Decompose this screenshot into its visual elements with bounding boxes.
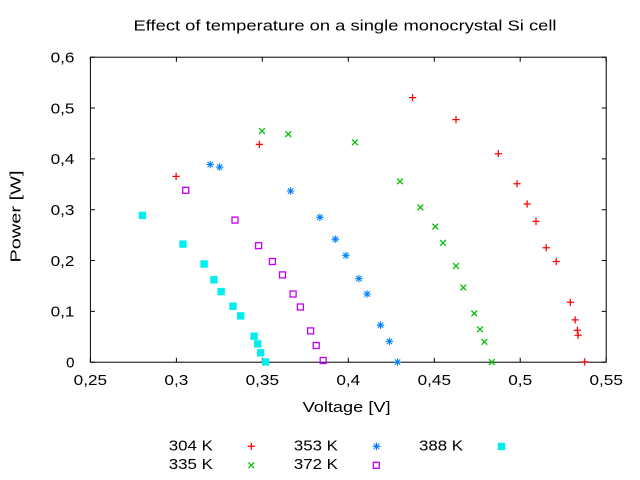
svg-text:0,5: 0,5 — [508, 372, 532, 389]
svg-text:0,45: 0,45 — [418, 372, 451, 389]
svg-text:0,3: 0,3 — [51, 202, 75, 219]
svg-text:0,25: 0,25 — [74, 372, 107, 389]
svg-text:304 K: 304 K — [169, 438, 213, 455]
svg-text:0,55: 0,55 — [590, 372, 623, 389]
svg-text:0,5: 0,5 — [51, 100, 75, 117]
svg-text:335 K: 335 K — [169, 456, 213, 473]
svg-text:388 K: 388 K — [419, 438, 463, 455]
svg-text:Effect of temperature on a sin: Effect of temperature on a single monocr… — [134, 18, 557, 35]
svg-text:0,4: 0,4 — [51, 151, 75, 168]
svg-text:Power [W]: Power [W] — [8, 171, 25, 263]
svg-text:0,3: 0,3 — [164, 372, 188, 389]
svg-text:0,4: 0,4 — [336, 372, 360, 389]
svg-text:0,6: 0,6 — [51, 50, 75, 67]
svg-text:353 K: 353 K — [294, 438, 338, 455]
svg-text:372 K: 372 K — [294, 456, 338, 473]
svg-text:0: 0 — [66, 355, 74, 372]
svg-text:Voltage [V]: Voltage [V] — [303, 399, 391, 416]
svg-text:0,2: 0,2 — [51, 253, 75, 270]
svg-text:0,35: 0,35 — [246, 372, 279, 389]
svg-text:0,1: 0,1 — [51, 304, 75, 321]
